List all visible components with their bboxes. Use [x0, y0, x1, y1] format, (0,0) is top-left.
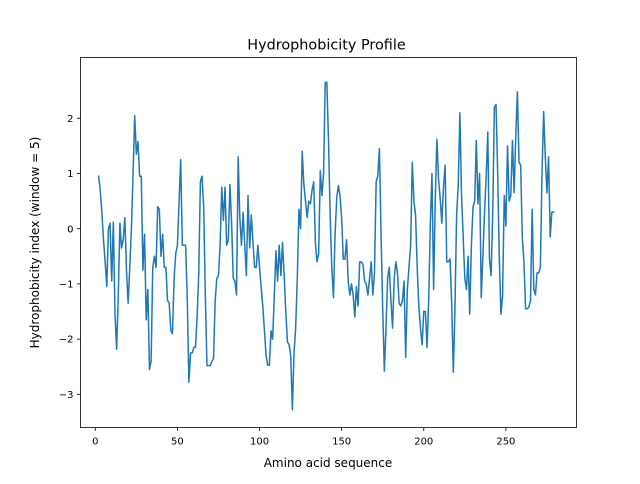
plot-area-frame	[80, 57, 577, 428]
x-tick-label: 100	[250, 437, 269, 448]
x-tick-label: 200	[414, 437, 433, 448]
series-line-0	[97, 81, 555, 411]
y-tick-label: 1	[67, 169, 73, 180]
y-axis-label: Hydrophobicity index (window = 5)	[28, 137, 42, 349]
chart-title: Hydrophobicity Profile	[247, 38, 406, 54]
x-tick-label: 50	[171, 437, 184, 448]
x-tick-label: 250	[496, 437, 515, 448]
y-tick-label: 2	[67, 114, 73, 125]
x-axis-label: Amino acid sequence	[264, 456, 393, 470]
y-axis-ticks: −3 −2 −1 0 1 2	[59, 114, 81, 401]
y-tick-label: −2	[59, 335, 74, 346]
series-layer	[97, 81, 555, 411]
x-tick-label: 0	[92, 437, 98, 448]
y-tick-label: −3	[59, 390, 74, 401]
x-axis-ticks: 0 50 100 150 200 250	[92, 427, 515, 448]
y-tick-label: 0	[67, 224, 73, 235]
x-tick-label: 150	[332, 437, 351, 448]
y-tick-label: −1	[59, 280, 74, 291]
